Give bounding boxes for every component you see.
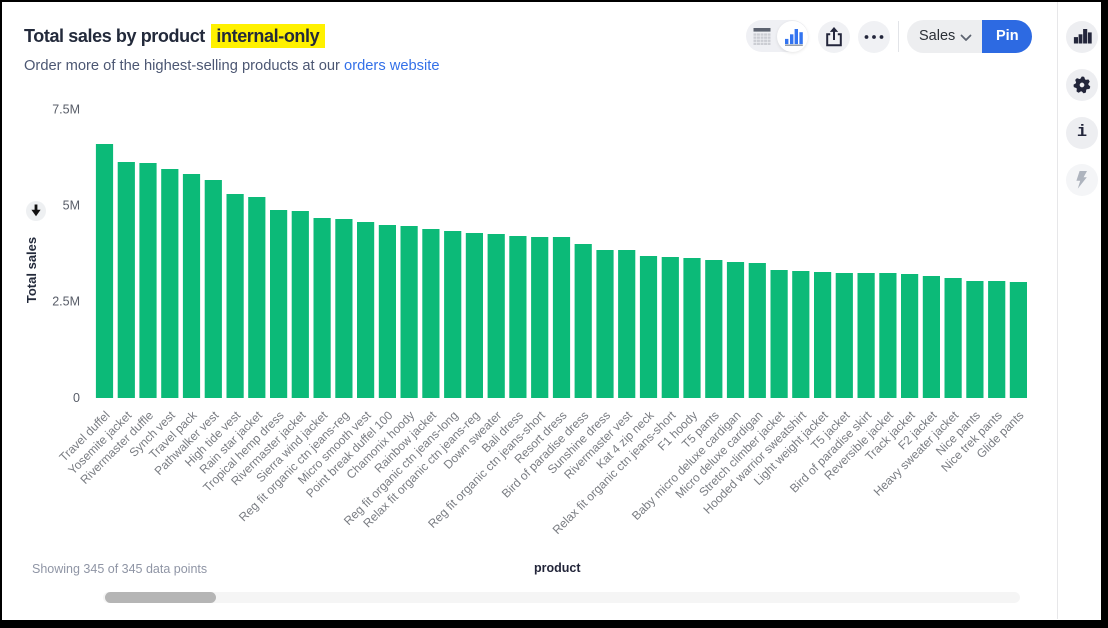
svg-text:5M: 5M	[63, 199, 80, 213]
svg-text:2.5M: 2.5M	[52, 295, 80, 309]
svg-text:0: 0	[73, 391, 80, 405]
svg-text:Total sales: Total sales	[24, 237, 39, 303]
svg-text:7.5M: 7.5M	[52, 103, 80, 117]
